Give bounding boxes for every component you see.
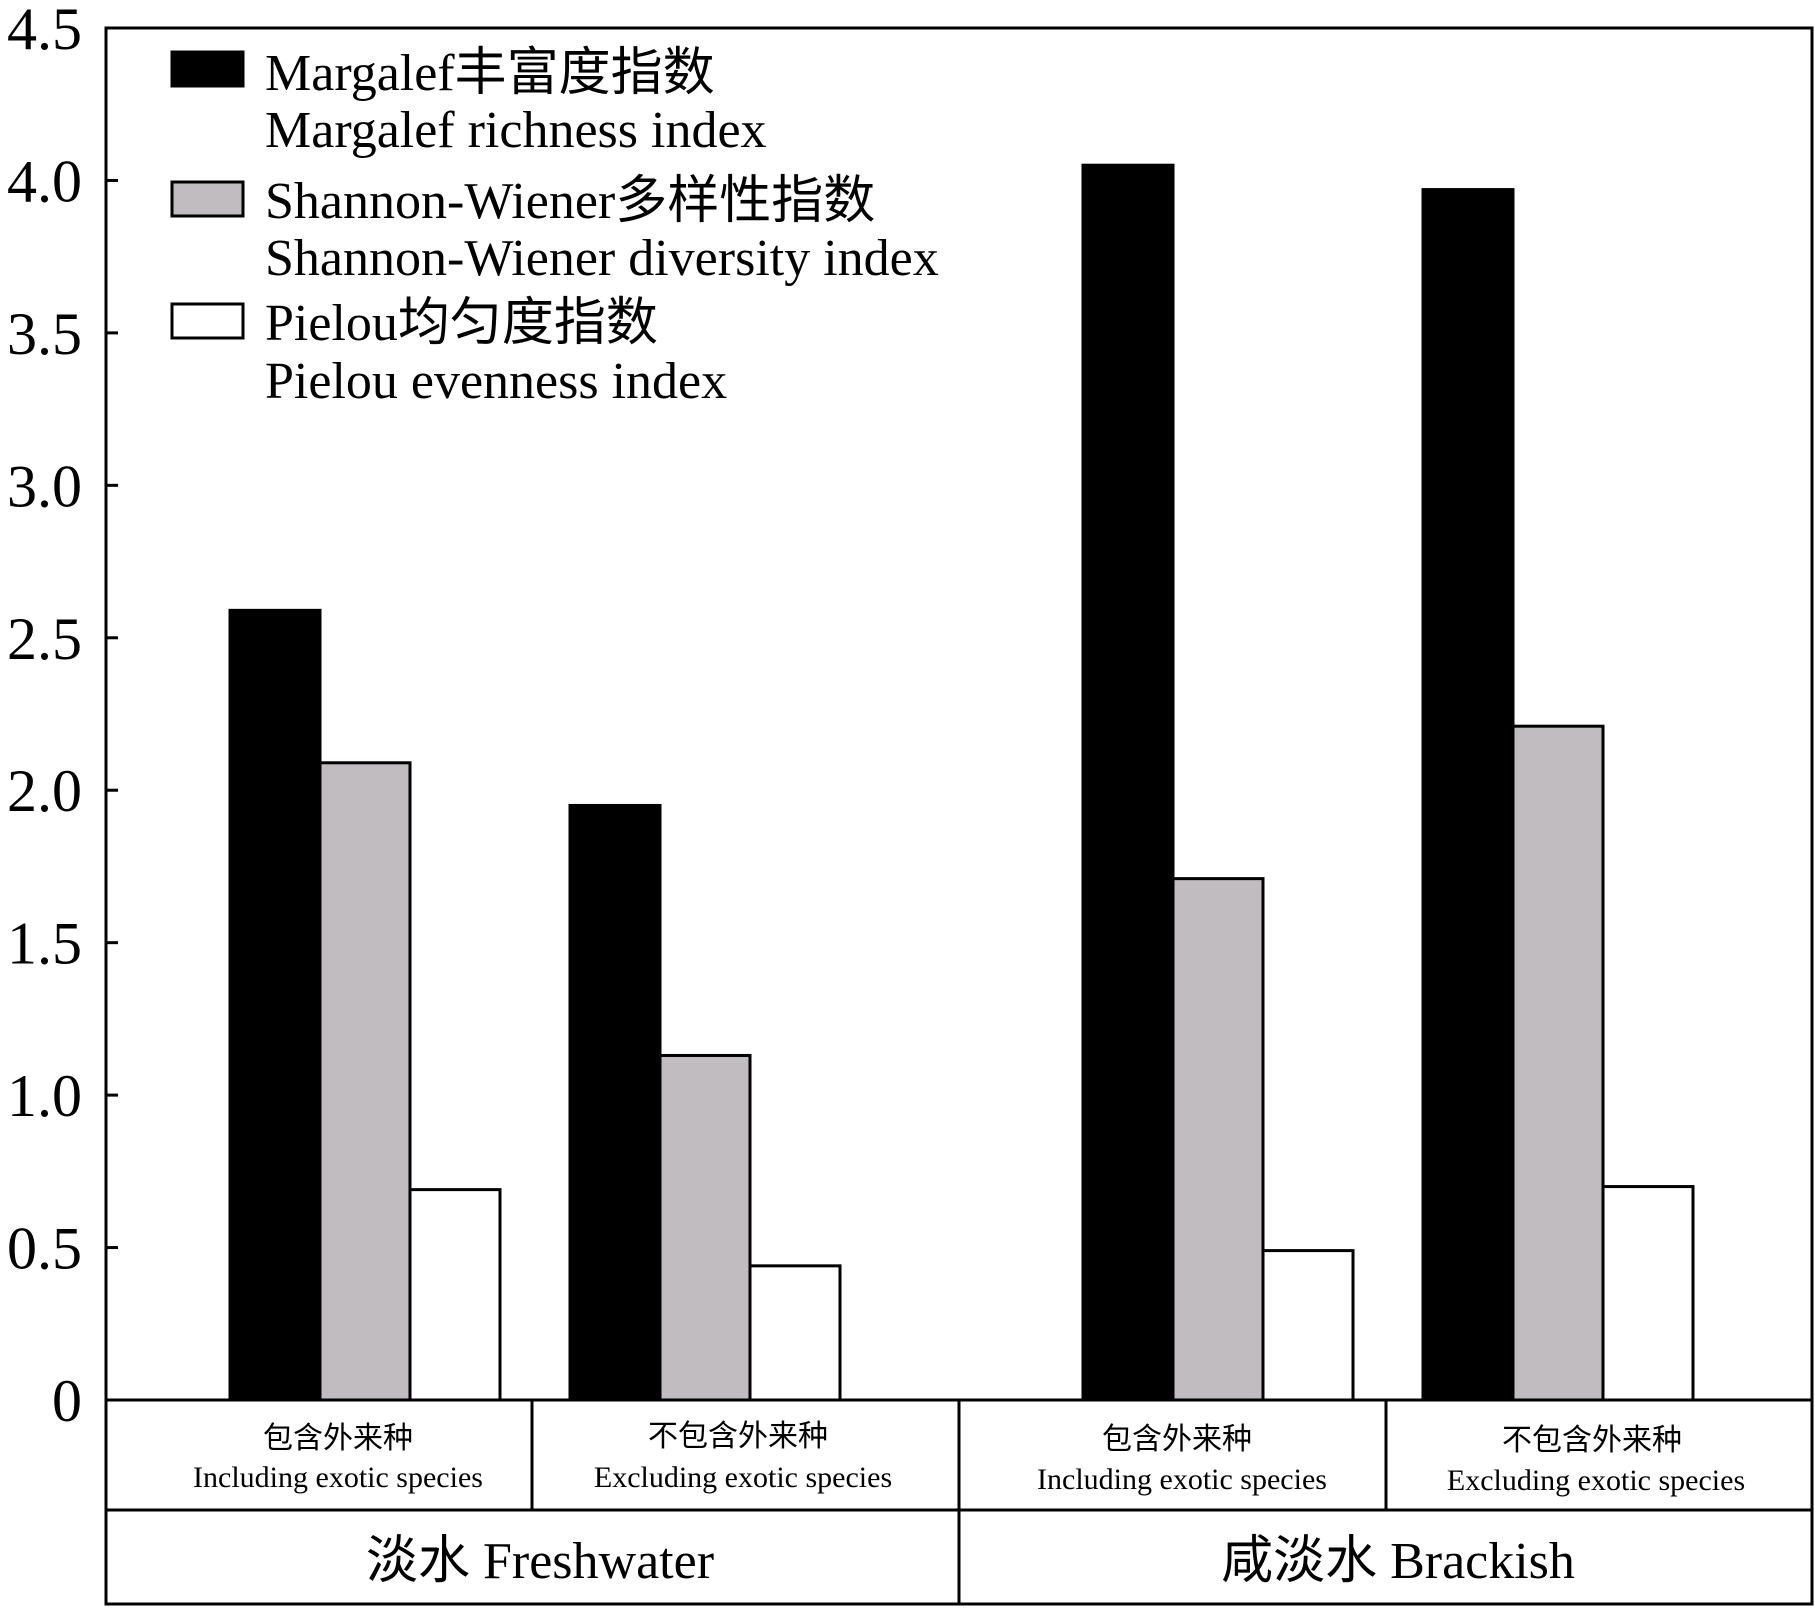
y-tick-label: 2.5 <box>7 606 82 672</box>
category-labels: 包含外来种 Including exotic species 不包含外来种 Ex… <box>193 1420 1745 1497</box>
y-tick-label: 4.0 <box>7 148 82 214</box>
legend: Margalef丰富度指数 Margalef richness index Sh… <box>170 45 939 410</box>
group-labels: 淡水 Freshwater 咸淡水 Brackish <box>366 1533 1575 1590</box>
y-tick-label: 3.5 <box>7 301 82 367</box>
y-tick-label: 2.0 <box>7 758 82 824</box>
y-tick-label: 0.5 <box>7 1216 82 1282</box>
group-label-freshwater: 淡水 Freshwater <box>366 1533 714 1590</box>
bar-shannon <box>318 761 412 1402</box>
bar-margalef <box>568 803 662 1402</box>
category-label-cn: 不包含外来种 <box>1502 1424 1682 1457</box>
bar-margalef <box>1421 188 1515 1402</box>
group-label-brackish: 咸淡水 Brackish <box>1221 1533 1575 1590</box>
y-tick-label: 3.0 <box>7 453 82 519</box>
category-label-cn: 包含外来种 <box>263 1422 413 1455</box>
legend-label-margalef: Margalef丰富度指数 <box>265 45 715 102</box>
y-tick-label: 4.5 <box>7 0 82 62</box>
legend-swatch-pielou <box>170 302 245 340</box>
y-tick-label: 1.5 <box>7 911 82 977</box>
legend-label-margalef-en: Margalef richness index <box>265 102 767 159</box>
bar-pielou <box>408 1188 502 1402</box>
legend-swatch-shannon <box>170 180 245 218</box>
legend-label-shannon-en: Shannon-Wiener diversity index <box>265 230 939 287</box>
y-tick-label: 1.0 <box>7 1063 82 1129</box>
category-label-cn: 包含外来种 <box>1102 1423 1252 1456</box>
bar-pielou <box>1601 1185 1695 1402</box>
bar-margalef <box>1081 163 1175 1402</box>
bar-shannon <box>658 1053 752 1402</box>
legend-swatch-margalef <box>170 50 245 88</box>
y-tick-label: 0 <box>52 1368 82 1434</box>
bar-pielou <box>748 1264 842 1402</box>
bar-shannon <box>1511 724 1605 1402</box>
legend-label-pielou: Pielou均匀度指数 <box>265 295 658 352</box>
category-label-en: Excluding exotic species <box>594 1461 892 1494</box>
legend-label-pielou-en: Pielou evenness index <box>265 353 727 410</box>
category-label-en: Including exotic species <box>1037 1463 1327 1496</box>
category-label-en: Including exotic species <box>193 1461 483 1494</box>
bar-margalef <box>228 608 322 1402</box>
legend-label-shannon: Shannon-Wiener多样性指数 <box>265 173 875 230</box>
bar-shannon <box>1171 877 1265 1402</box>
y-axis: 0 0.5 1.0 1.5 2.0 2.5 3.0 3.5 4.0 4.5 <box>7 0 118 1434</box>
category-label-cn: 不包含外来种 <box>648 1420 828 1453</box>
bar-pielou <box>1261 1249 1355 1402</box>
category-label-en: Excluding exotic species <box>1447 1464 1745 1497</box>
bars <box>228 163 1695 1402</box>
